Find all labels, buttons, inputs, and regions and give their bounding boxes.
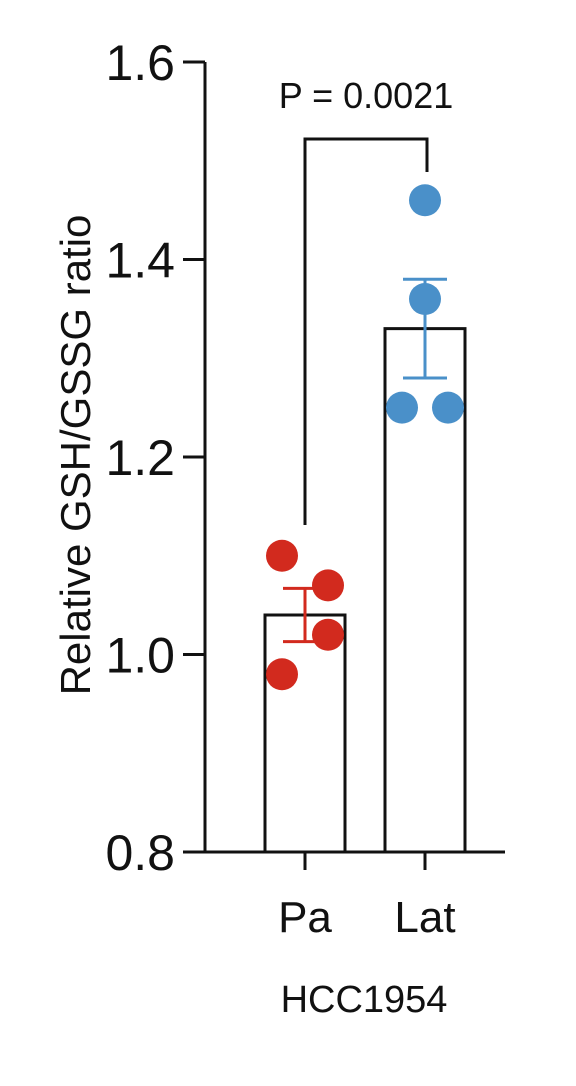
data-point — [386, 391, 418, 424]
significance-bracket — [303, 137, 429, 525]
data-point — [409, 283, 441, 315]
y-tick-label: 1.4 — [105, 233, 175, 289]
p-value-label: P = 0.0021 — [279, 75, 454, 116]
x-tick-label: Lat — [394, 893, 455, 942]
data-points — [266, 184, 464, 691]
y-tick-label: 1.0 — [105, 628, 175, 684]
data-point — [266, 658, 298, 691]
bars — [263, 277, 467, 854]
data-point — [266, 539, 298, 572]
data-point — [312, 569, 344, 602]
y-tick-label: 1.2 — [105, 430, 175, 486]
group-label: HCC1954 — [281, 979, 448, 1021]
significance-annotation: P = 0.0021 — [279, 75, 454, 525]
x-tick-label: Pa — [278, 893, 332, 942]
data-point — [432, 391, 464, 424]
data-point — [409, 184, 441, 217]
bar — [263, 613, 347, 854]
y-axis-label: Relative GSH/GSSG ratio — [52, 215, 99, 696]
y-tick-label: 0.8 — [105, 825, 175, 881]
y-tick-label: 1.6 — [105, 35, 175, 91]
data-point — [312, 618, 344, 651]
axes: 0.8 1.0 1.2 1.4 1.6 Pa Lat — [105, 35, 505, 942]
